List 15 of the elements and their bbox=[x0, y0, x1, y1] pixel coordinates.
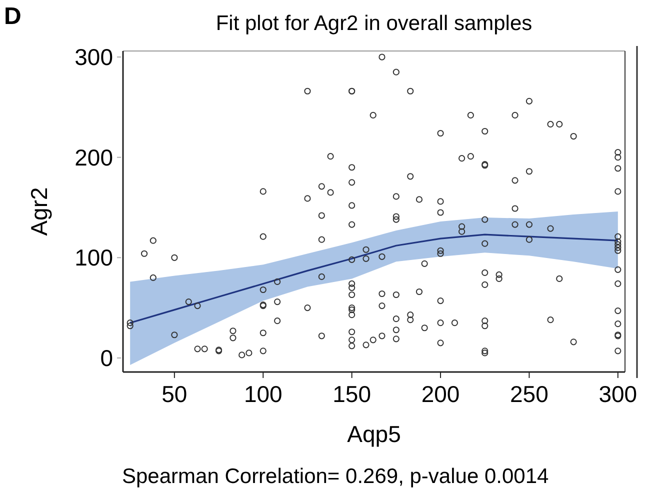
y-tick-label: 100 bbox=[74, 244, 113, 271]
x-tick-label: 50 bbox=[162, 381, 188, 407]
text: D bbox=[4, 3, 22, 30]
x-tick-label: 100 bbox=[244, 381, 282, 407]
y-tick-label: 0 bbox=[100, 345, 113, 372]
x-tick-label: 300 bbox=[598, 381, 638, 407]
x-axis-title: Aqp5 bbox=[347, 421, 401, 447]
text: Spearman Correlation= 0.269, p-value 0.0014 bbox=[122, 465, 550, 488]
y-tick-label: 200 bbox=[74, 144, 113, 170]
y-tick-label: 300 bbox=[74, 44, 113, 70]
x-tick-label: 150 bbox=[332, 381, 372, 407]
chart-title: Fit plot for Agr2 in overall samples bbox=[216, 12, 532, 35]
y-axis-title: Agr2 bbox=[26, 187, 52, 236]
x-tick-label: 250 bbox=[510, 381, 548, 407]
x-tick-label: 200 bbox=[421, 381, 460, 407]
